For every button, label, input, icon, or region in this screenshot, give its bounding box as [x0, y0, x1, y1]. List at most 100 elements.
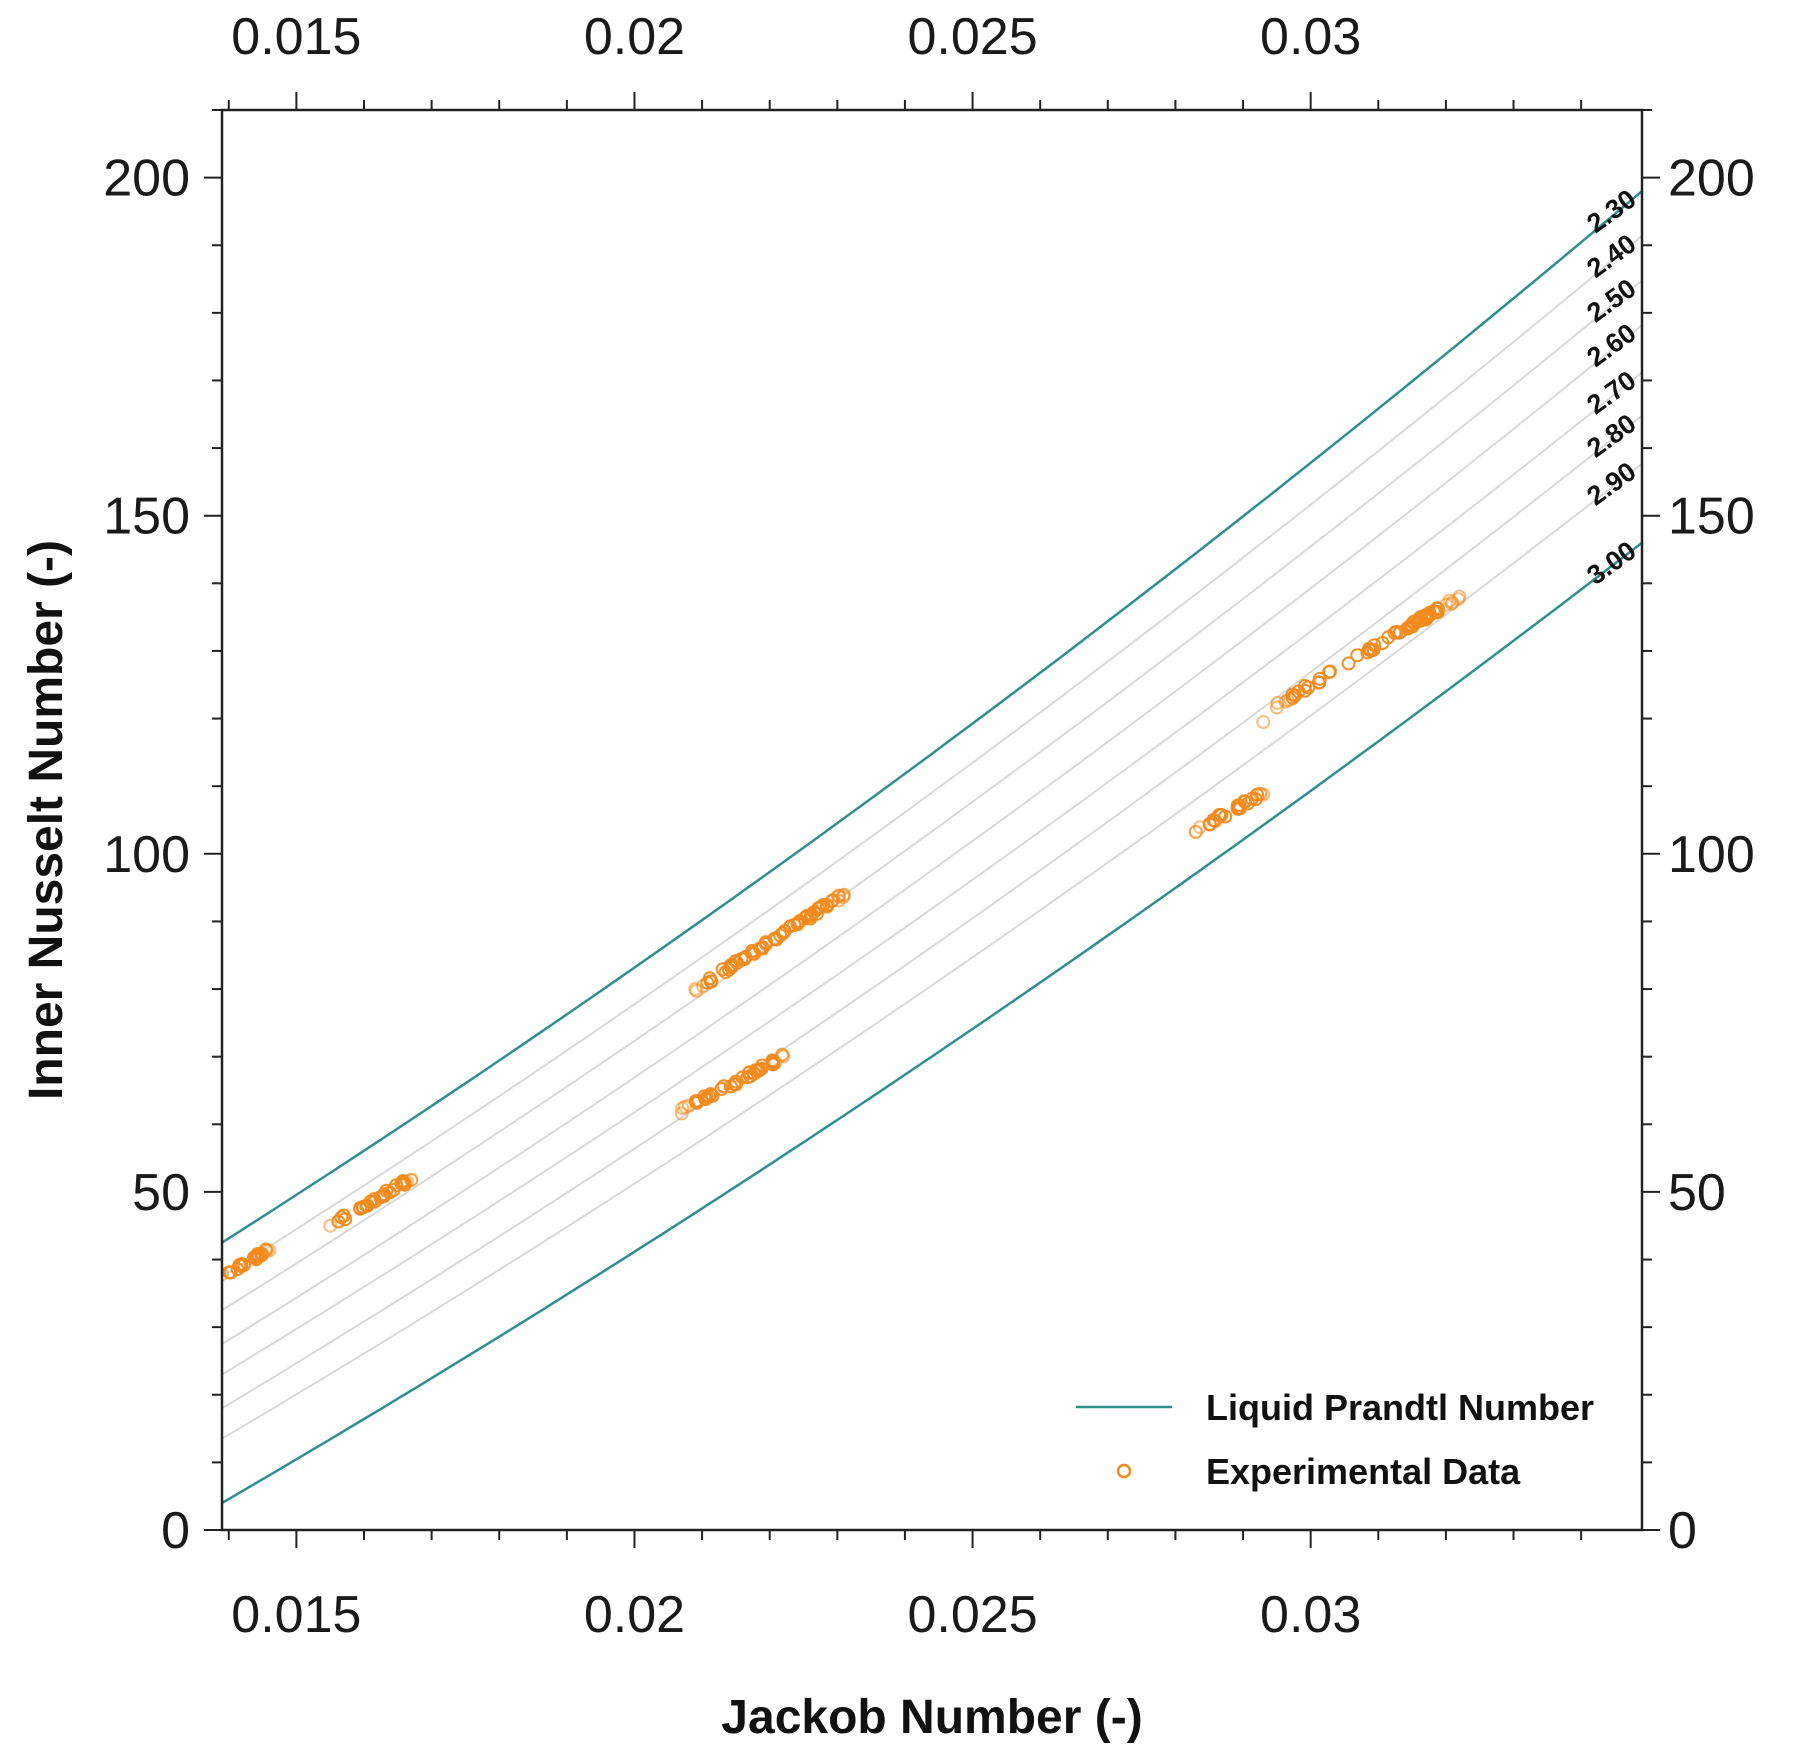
data-point: [262, 1243, 277, 1258]
data-point: [323, 1218, 338, 1233]
data-point: [1404, 619, 1419, 634]
x-tick-label-top: 0.03: [1260, 8, 1361, 66]
data-point: [1256, 787, 1271, 802]
experimental-data-points: [222, 589, 1467, 1282]
legend-label-prandtl: Liquid Prandtl Number: [1206, 1387, 1594, 1428]
data-point: [1439, 597, 1454, 612]
data-point: [1256, 715, 1271, 729]
data-point: [674, 1106, 689, 1121]
contour-label: 2.50: [1581, 273, 1641, 328]
y-tick-label-right: 150: [1668, 488, 1755, 546]
data-point: [404, 1172, 419, 1187]
data-point: [1322, 664, 1337, 679]
data-point: [776, 1049, 791, 1064]
x-tick-label-bottom: 0.015: [231, 1586, 361, 1644]
x-tick-label-top: 0.02: [584, 8, 685, 66]
prandtl-contour-line: [222, 279, 1642, 1312]
y-tick-label-left: 0: [161, 1502, 190, 1560]
x-tick-label-top: 0.025: [908, 8, 1038, 66]
y-tick-label-right: 100: [1668, 826, 1755, 884]
prandtl-contour-line: [222, 235, 1642, 1278]
x-tick-label-bottom: 0.025: [908, 1586, 1038, 1644]
data-point: [755, 1058, 770, 1073]
y-tick-label-left: 200: [103, 150, 190, 208]
contour-label: 2.60: [1581, 318, 1641, 373]
contour-label: 2.70: [1581, 365, 1641, 420]
contour-label: 2.40: [1581, 228, 1641, 283]
data-point: [222, 1267, 229, 1282]
legend-label-experimental: Experimental Data: [1206, 1451, 1521, 1492]
data-point: [820, 899, 835, 914]
data-point: [809, 906, 824, 921]
data-point: [1192, 820, 1207, 835]
prandtl-contour-line: [222, 414, 1642, 1410]
x-tick-label-bottom: 0.02: [584, 1586, 685, 1644]
data-point: [246, 1250, 261, 1265]
data-point: [376, 1189, 391, 1204]
data-point: [1341, 656, 1356, 671]
data-point: [1418, 608, 1433, 623]
data-point: [363, 1194, 378, 1209]
data-point: [787, 918, 802, 932]
data-point: [1208, 813, 1223, 828]
data-point: [1430, 601, 1445, 616]
data-point: [743, 1069, 758, 1084]
data-point: [734, 951, 749, 966]
data-point: [1389, 625, 1404, 639]
data-point: [255, 1247, 270, 1262]
x-axis-title: Jackob Number (-): [721, 1691, 1142, 1744]
legend: Liquid Prandtl Number Experimental Data: [1076, 1387, 1594, 1492]
prandtl-contour-lines: [222, 235, 1642, 1440]
data-point: [353, 1201, 368, 1216]
y-tick-label-left: 150: [103, 488, 190, 546]
axis-ticks: [204, 92, 1660, 1548]
data-point: [223, 1265, 238, 1280]
data-point: [773, 928, 788, 943]
data-point: [745, 943, 760, 958]
plot-frame: [220, 108, 1644, 1532]
y-tick-label-right: 0: [1668, 1502, 1697, 1560]
prandtl-contour-line: [222, 462, 1642, 1440]
axis-tick-labels: 0.015 0.015 0.02 0.02 0.025 0.025 0.03 0.03 0 0 50…: [103, 8, 1755, 1644]
data-point: [700, 975, 715, 990]
y-tick-label-left: 50: [132, 1164, 190, 1222]
data-point: [689, 984, 704, 998]
prandtl-boundary-line: [222, 190, 1642, 1244]
legend-marker-swatch: [1116, 1463, 1132, 1479]
data-point: [837, 887, 852, 902]
data-point: [723, 1079, 738, 1094]
data-point: [1280, 693, 1295, 708]
y-tick-label-left: 100: [103, 826, 190, 884]
data-point: [759, 937, 774, 952]
data-point: [797, 911, 812, 926]
data-point: [747, 946, 762, 961]
x-tick-label-bottom: 0.03: [1260, 1586, 1361, 1644]
data-point: [1232, 798, 1247, 813]
data-point: [1311, 675, 1326, 690]
y-tick-label-right: 200: [1668, 150, 1755, 208]
data-point: [386, 1182, 401, 1197]
data-point: [336, 1208, 351, 1223]
data-point: [1278, 694, 1293, 709]
x-tick-label-top: 0.015: [231, 8, 361, 66]
data-point: [1367, 638, 1382, 653]
data-point: [698, 1092, 713, 1107]
data-point: [714, 1082, 729, 1096]
data-point: [395, 1174, 410, 1189]
y-axis-title: Inner Nusselt Number (-): [20, 540, 73, 1100]
prandtl-contour-line: [222, 371, 1642, 1376]
data-point: [724, 960, 739, 975]
data-point: [1452, 589, 1467, 604]
data-point: [1360, 645, 1375, 660]
prandtl-boundary-line: [222, 541, 1642, 1505]
contour-label: 2.30: [1581, 184, 1641, 239]
data-point: [1298, 683, 1312, 698]
contour-labels: 2.302.402.502.602.702.802.903.00: [1581, 184, 1641, 591]
data-point: [1270, 695, 1285, 710]
contour-label: 2.80: [1581, 408, 1641, 463]
prandtl-contour-line: [222, 324, 1642, 1345]
prandtl-boundary-lines: [222, 190, 1642, 1505]
data-point: [237, 1257, 252, 1272]
y-tick-label-right: 50: [1668, 1164, 1726, 1222]
